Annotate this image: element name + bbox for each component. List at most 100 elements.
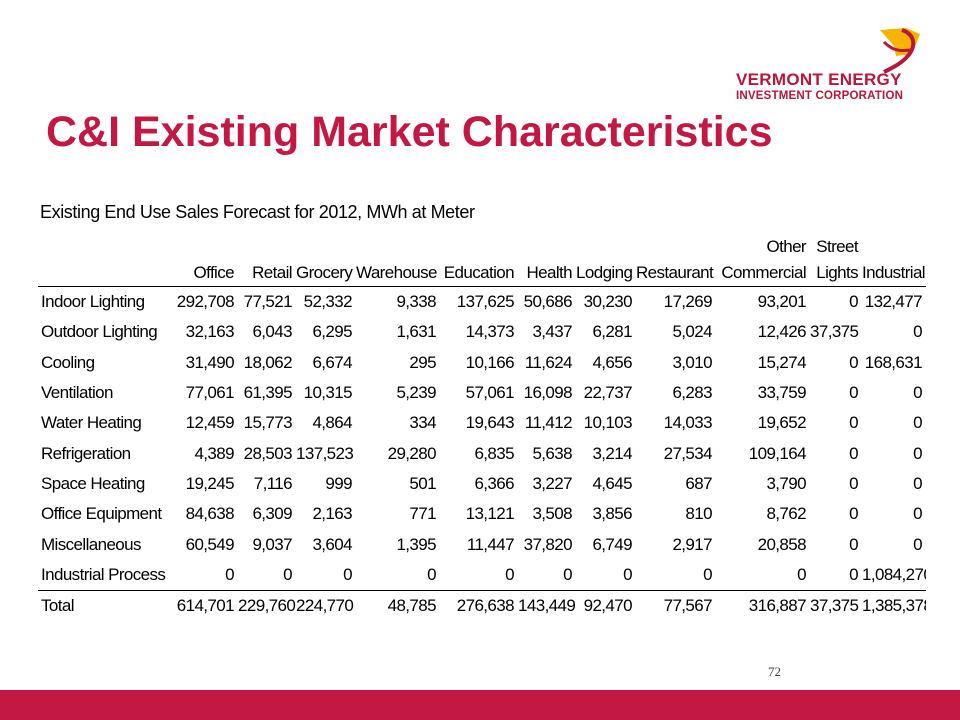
table-cell: 6,674 (312, 352, 352, 372)
table-cell: 0 (849, 413, 858, 433)
table-cell: 0 (427, 564, 436, 584)
row-label: Indoor Lighting (41, 292, 145, 312)
table-cell: 3,856 (592, 504, 632, 524)
table-cell: 6,835 (474, 443, 514, 463)
table-cell: 5,638 (532, 443, 572, 463)
table-cell: 12,426 (757, 322, 807, 342)
table-cell: 0 (283, 564, 292, 584)
table-cell: 6,749 (592, 534, 632, 554)
table-cell: 16,098 (523, 383, 573, 403)
table-row: Water Heating 12,459 15,773 4,864 334 19,643 1… (38, 408, 926, 438)
table-cell: 14,373 (465, 322, 515, 342)
table-cell: 15,274 (757, 352, 807, 372)
table-cell: 29,280 (387, 443, 437, 463)
table-cell: 9,338 (396, 292, 436, 312)
table-cell: 132,477 (864, 292, 923, 312)
table-cell: 4,864 (312, 413, 352, 433)
logo-text-line2: INVESTMENT CORPORATION (736, 90, 904, 102)
table-cell: 0 (849, 443, 858, 463)
table-caption: Existing End Use Sales Forecast for 2012… (40, 202, 475, 222)
table-cell: 50,686 (523, 292, 573, 312)
table-cell: 31,490 (185, 352, 235, 372)
row-label: Outdoor Lighting (41, 322, 158, 342)
table-cell: 334 (409, 413, 436, 433)
table-cell: 3,437 (532, 322, 572, 342)
table-cell: 6,283 (672, 383, 712, 403)
table-cell: 0 (849, 292, 858, 312)
table-cell: 3,508 (532, 504, 572, 524)
table-cell: 14,033 (663, 413, 713, 433)
table-cell: 810 (685, 504, 712, 524)
table-cell: 0 (913, 413, 922, 433)
table-cell: 0 (505, 564, 514, 584)
table-cell: 28,503 (243, 443, 293, 463)
table-row: Miscellaneous 60,549 9,037 3,604 1,395 11,447… (38, 529, 926, 559)
table-cell: 57,061 (465, 383, 515, 403)
logo-text-line1: VERMONT ENERGY (736, 70, 902, 89)
logo-flag-icon (880, 28, 920, 74)
table-cell: 9,037 (252, 534, 292, 554)
page-number: 72 (768, 664, 781, 679)
table-cell: 1,084,270 (862, 564, 926, 584)
table-cell: 61,395 (243, 383, 293, 403)
table-row: Industrial Process 0 0 0 0 0 0 0 0 0 0 1,084,270 (38, 560, 926, 591)
table-cell: 0 (913, 504, 922, 524)
column-header: Lodging (576, 232, 636, 287)
table-cell: 77,521 (243, 292, 293, 312)
table-cell: 0 (849, 564, 858, 584)
table-cell: 0 (913, 473, 922, 493)
column-header: Retail (238, 232, 296, 287)
column-header (38, 232, 174, 287)
table-header-row: Office Retail Grocery Warehouse Educatio… (38, 232, 926, 287)
table-cell: 7,116 (253, 473, 293, 493)
table-cell: 60,549 (185, 534, 235, 554)
table-cell: 6,281 (592, 322, 632, 342)
row-label: Industrial Process (41, 564, 166, 584)
table-cell: 30,230 (583, 292, 633, 312)
table-cell: 1,395 (396, 534, 436, 554)
table-cell: 18,062 (243, 352, 293, 372)
table-cell: 0 (913, 383, 922, 403)
table-cell: 3,604 (312, 534, 352, 554)
table-cell: 276,638 (440, 589, 518, 622)
table-cell: 168,631 (864, 352, 923, 372)
table-cell: 1,631 (396, 322, 436, 342)
table-cell: 37,375 (810, 322, 859, 342)
table-cell: 10,166 (465, 352, 515, 372)
table-cell: 0 (343, 564, 352, 584)
row-label: Total (38, 589, 174, 622)
table-cell: 10,103 (583, 413, 633, 433)
column-header: Street Lights (810, 232, 862, 287)
table-cell: 11,447 (466, 534, 515, 554)
column-header: Other Commercial (716, 232, 810, 287)
table-cell: 0 (913, 322, 922, 342)
table-cell: 92,470 (576, 589, 636, 622)
table-cell: 292,708 (176, 292, 235, 312)
table-cell: 2,917 (672, 534, 712, 554)
table-row: Refrigeration 4,389 28,503 137,523 29,280 6,8… (38, 438, 926, 468)
table-cell: 229,760 (238, 589, 296, 622)
table-cell: 0 (225, 564, 234, 584)
table-cell: 224,770 (296, 589, 356, 622)
table-cell: 0 (913, 534, 922, 554)
row-label: Refrigeration (41, 443, 131, 463)
table-cell: 0 (797, 564, 806, 584)
table-cell: 0 (849, 534, 858, 554)
table-cell: 6,366 (474, 473, 514, 493)
vermont-energy-logo: VERMONT ENERGY INVESTMENT CORPORATION (736, 24, 936, 114)
table-cell: 6,295 (312, 322, 352, 342)
table-cell: 19,245 (185, 473, 235, 493)
table-cell: 13,121 (465, 504, 515, 524)
table-row: Ventilation 77,061 61,395 10,315 5,239 57,061… (38, 378, 926, 408)
table-cell: 137,625 (456, 292, 515, 312)
table-cell: 4,389 (194, 443, 234, 463)
table-cell: 11,412 (524, 413, 573, 433)
table-cell: 4,645 (592, 473, 632, 493)
table-cell: 0 (913, 443, 922, 463)
column-header: Office (174, 232, 238, 287)
table-total-row: Total 614,701 229,760 224,770 48,785 276,638 1… (38, 589, 926, 622)
row-label: Cooling (41, 352, 95, 372)
table-row: Outdoor Lighting 32,163 6,043 6,295 1,631 14,… (38, 317, 926, 347)
column-header: Education (440, 232, 518, 287)
table-cell: 12,459 (185, 413, 235, 433)
